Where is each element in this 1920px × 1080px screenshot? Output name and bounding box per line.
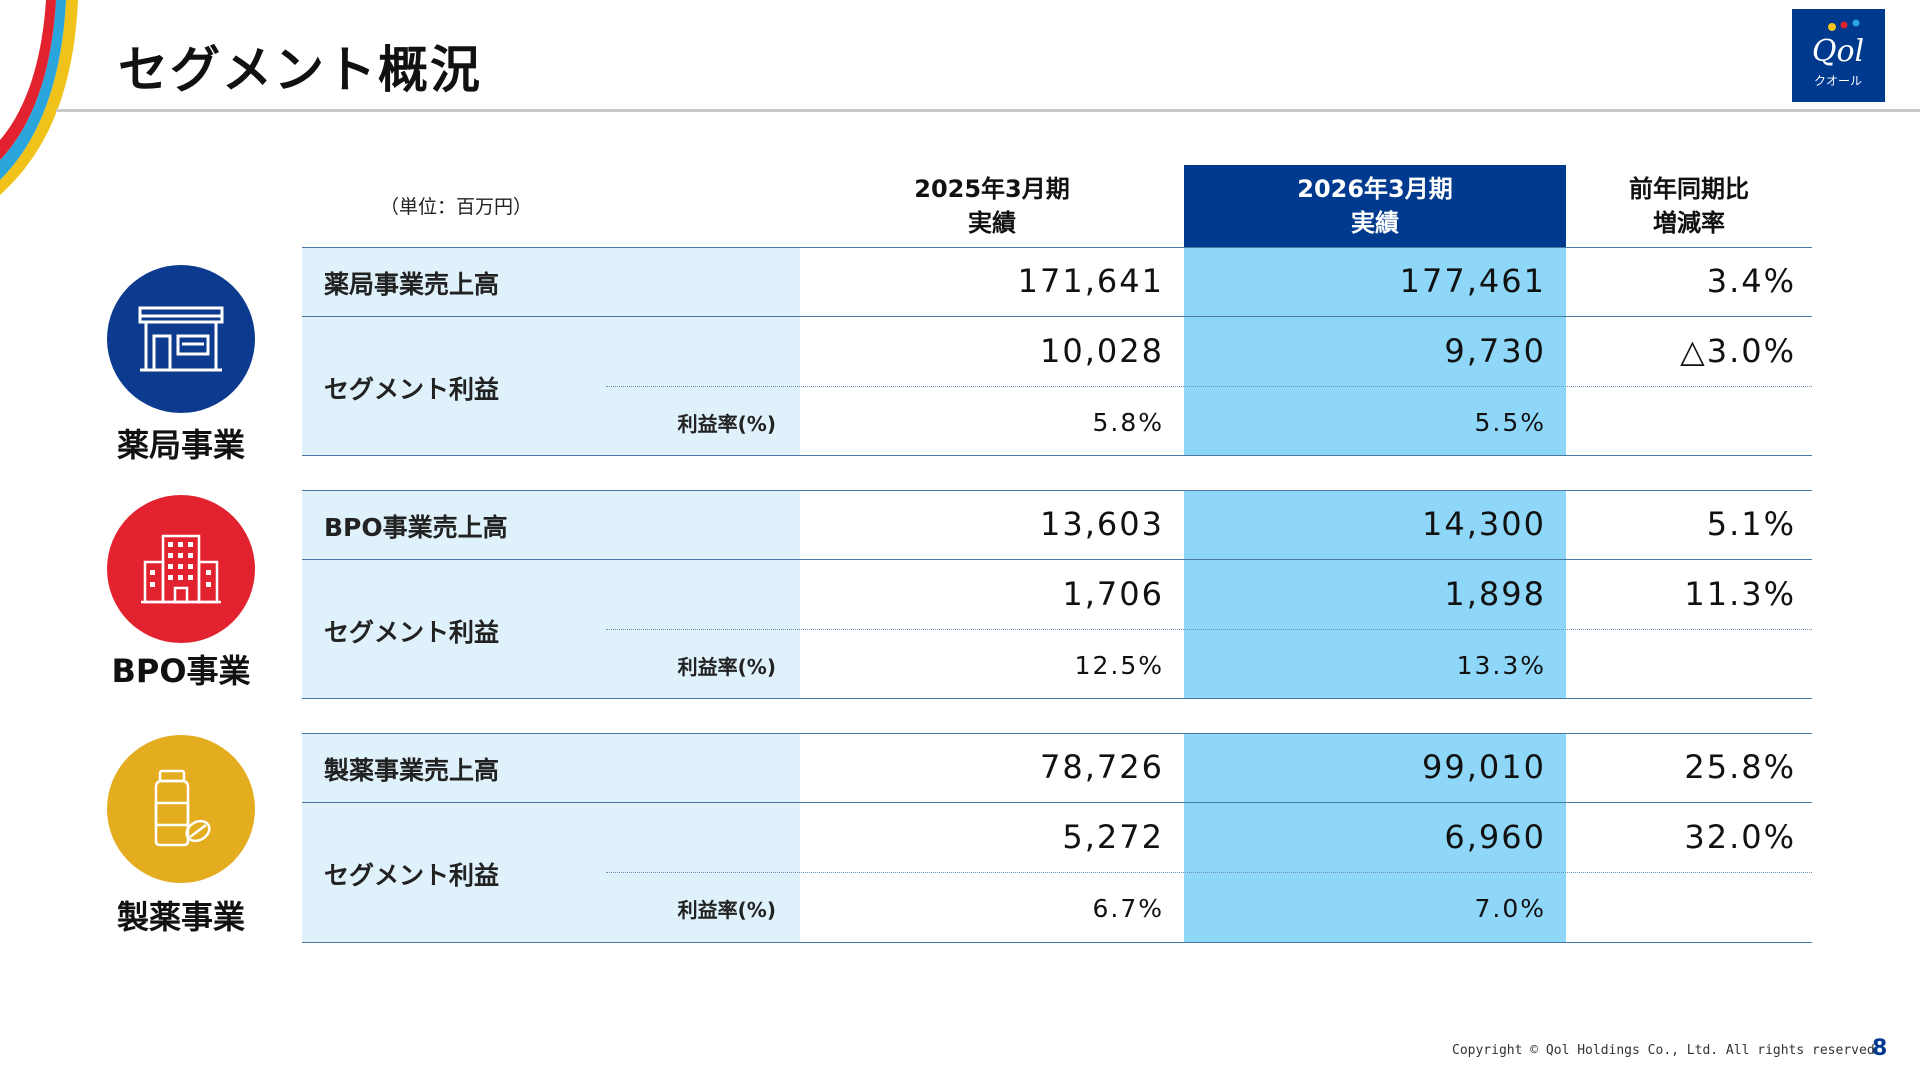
table-rule [302, 802, 1812, 803]
current-year-band [1184, 247, 1566, 455]
column-header-fy2026: 2026年3月期 実績 [1184, 165, 1566, 247]
sales-yoy: 3.4% [1706, 262, 1796, 300]
table-rule [302, 942, 1812, 943]
sales-fy2025: 171,641 [1017, 262, 1164, 300]
margin-label: 利益率(%) [677, 412, 776, 436]
segment-name: BPO事業 [111, 652, 251, 690]
unit-label: （単位：百万円） [380, 196, 533, 218]
label-band [302, 733, 800, 942]
margin-fy2026: 5.5% [1474, 408, 1546, 437]
table-rule [302, 316, 1812, 317]
copyright-notice: Copyright © Qol Holdings Co., Ltd. All r… [1452, 1043, 1883, 1058]
profit-fy2026: 6,960 [1444, 818, 1546, 856]
sales-label: BPO事業売上高 [324, 513, 508, 542]
margin-fy2026: 7.0% [1474, 894, 1546, 923]
title-divider [56, 109, 1920, 112]
margin-label: 利益率(%) [677, 898, 776, 922]
margin-fy2025: 12.5% [1074, 651, 1164, 680]
profit-yoy: 32.0% [1684, 818, 1796, 856]
profit-fy2025: 10,028 [1040, 332, 1164, 370]
current-year-band [1184, 490, 1566, 698]
pharmacy-segment-badge [107, 265, 255, 413]
table-rule [302, 733, 1812, 734]
sales-fy2026: 99,010 [1422, 748, 1546, 786]
profit-label: セグメント利益 [324, 618, 500, 647]
page-number: 8 [1872, 1036, 1888, 1061]
table-rule [302, 247, 1812, 248]
label-band [302, 247, 800, 455]
sales-yoy: 5.1% [1706, 505, 1796, 543]
segment-name: 製薬事業 [116, 898, 245, 936]
page-title: セグメント概況 [118, 41, 482, 99]
table-rule [302, 490, 1812, 491]
sales-fy2026: 14,300 [1422, 505, 1546, 543]
table-rule [302, 455, 1812, 456]
table-rule [302, 698, 1812, 699]
margin-fy2025: 5.8% [1092, 408, 1164, 437]
profit-yoy: 11.3% [1684, 575, 1796, 613]
profit-fy2026: 1,898 [1444, 575, 1546, 613]
profit-fy2026: 9,730 [1444, 332, 1546, 370]
profit-label: セグメント利益 [324, 861, 500, 890]
column-header-yoy-change: 前年同期比 増減率 [1629, 175, 1749, 237]
qol-logo-mark: Qol クオール [1812, 19, 1864, 88]
pharma-segment-badge [107, 735, 255, 883]
profit-fy2025: 1,706 [1062, 575, 1164, 613]
office-building-icon [141, 534, 221, 604]
column-header-fy2025: 2025年3月期 実績 [914, 175, 1070, 237]
profit-yoy: △3.0% [1680, 332, 1796, 370]
medicine-bottle-icon [154, 769, 211, 847]
margin-fy2025: 6.7% [1092, 894, 1164, 923]
segment-name: 薬局事業 [116, 426, 245, 464]
svg-text:クオール: クオール [1814, 74, 1862, 88]
table-rule-dotted [606, 872, 1812, 873]
sales-fy2025: 78,726 [1040, 748, 1164, 786]
sales-yoy: 25.8% [1684, 748, 1796, 786]
profit-label: セグメント利益 [324, 375, 500, 404]
profit-fy2025: 5,272 [1062, 818, 1164, 856]
table-rule-dotted [606, 386, 1812, 387]
svg-text:Qol: Qol [1812, 34, 1864, 69]
current-year-band [1184, 733, 1566, 942]
margin-fy2026: 13.3% [1456, 651, 1546, 680]
sales-label: 製薬事業売上高 [324, 756, 500, 785]
sales-label: 薬局事業売上高 [324, 270, 500, 299]
sales-fy2025: 13,603 [1040, 505, 1164, 543]
margin-label: 利益率(%) [677, 655, 776, 679]
label-band [302, 490, 800, 698]
table-rule-dotted [606, 629, 1812, 630]
qol-logo: Qol クオール [1792, 9, 1885, 102]
table-rule [302, 559, 1812, 560]
sales-fy2026: 177,461 [1399, 262, 1546, 300]
corner-stripe-decoration [0, 0, 78, 195]
pharmacy-store-icon [138, 306, 224, 372]
bpo-segment-badge [107, 495, 255, 643]
